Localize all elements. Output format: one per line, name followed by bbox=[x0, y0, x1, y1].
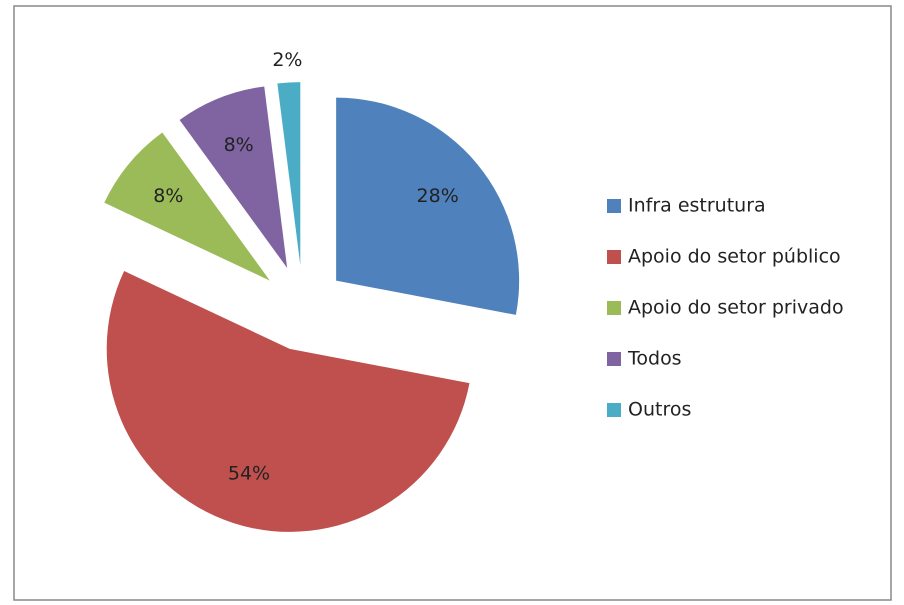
pie-slice bbox=[104, 132, 270, 281]
legend-label: Infra estrutura bbox=[628, 195, 766, 217]
legend-label: Todos bbox=[627, 348, 682, 370]
pie-slice bbox=[277, 82, 301, 266]
legend-swatch bbox=[607, 199, 621, 213]
pie-slice bbox=[336, 97, 520, 315]
pie-slice bbox=[106, 270, 470, 532]
legend-swatch bbox=[607, 301, 621, 315]
data-label: 8% bbox=[224, 134, 254, 156]
legend-label: Apoio do setor privado bbox=[628, 297, 844, 319]
data-label: 2% bbox=[272, 49, 302, 71]
legend-swatch bbox=[607, 403, 621, 417]
legend-label: Apoio do setor público bbox=[628, 246, 841, 268]
data-label: 8% bbox=[153, 185, 183, 207]
legend-label: Outros bbox=[628, 399, 691, 421]
data-label: 54% bbox=[228, 463, 270, 485]
data-label: 28% bbox=[417, 185, 459, 207]
legend-swatch bbox=[607, 250, 621, 264]
pie-slice bbox=[179, 86, 288, 269]
legend-swatch bbox=[607, 352, 621, 366]
